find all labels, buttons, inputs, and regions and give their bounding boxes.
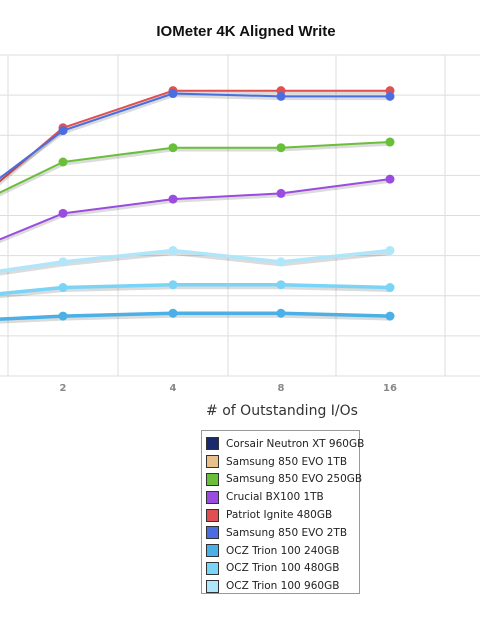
data-point [168, 89, 178, 99]
data-point [58, 311, 68, 321]
legend-label: OCZ Trion 100 240GB [226, 544, 340, 557]
data-point [385, 311, 395, 321]
series-line-shadow [0, 90, 390, 186]
legend-item: Samsung 850 EVO 250GB [206, 471, 363, 489]
data-point [276, 257, 286, 267]
data-point [385, 91, 395, 101]
legend-item: Crucial BX100 1TB [206, 488, 359, 506]
legend-item: OCZ Trion 100 240GB [206, 542, 359, 560]
series-lines [0, 89, 391, 324]
series-points [58, 86, 395, 321]
legend-swatch [206, 561, 219, 575]
series-line [0, 141, 391, 194]
legend-label: Corsair Neutron XT 960GB [226, 437, 365, 450]
data-point [276, 188, 286, 198]
legend-label: OCZ Trion 100 480GB [226, 562, 340, 575]
data-point [168, 194, 178, 204]
data-point [276, 280, 286, 290]
legend-label: Crucial BX100 1TB [226, 491, 324, 504]
x-axis-ticks: 2 4 8 16 [60, 383, 397, 394]
data-point [385, 283, 395, 293]
legend-swatch [206, 437, 219, 451]
legend-item: Samsung 850 EVO 2TB [206, 524, 359, 542]
data-point [58, 283, 68, 293]
data-point [385, 174, 395, 184]
data-point [385, 245, 395, 255]
data-point [58, 126, 68, 136]
data-point [58, 257, 68, 267]
data-point [276, 308, 286, 318]
legend-item: Patriot Ignite 480GB [206, 506, 359, 524]
legend-label: Samsung 850 EVO 2TB [226, 526, 348, 539]
data-point [385, 137, 395, 147]
x-tick-label: 4 [170, 383, 177, 394]
x-tick-label: 2 [60, 383, 67, 394]
legend-item: Corsair Neutron XT 960GB [206, 435, 364, 453]
series-line-shadow [0, 93, 390, 183]
data-point [168, 143, 178, 153]
legend-label: OCZ Trion 100 960GB [226, 580, 340, 593]
legend-swatch [206, 490, 219, 504]
legend-swatch [206, 544, 219, 558]
x-tick-label: 8 [278, 383, 285, 394]
chart-legend: Corsair Neutron XT 960GB Samsung 850 EVO … [201, 430, 364, 595]
chart-title: IOMeter 4K Aligned Write [156, 23, 335, 40]
legend-swatch [206, 579, 219, 593]
legend-swatch [206, 455, 219, 469]
legend-swatch [206, 526, 219, 540]
data-point [276, 143, 286, 153]
data-point [276, 91, 286, 101]
data-point [58, 208, 68, 218]
legend-item: Samsung 850 EVO 1TB [206, 453, 359, 471]
series-line [0, 178, 391, 241]
data-point [168, 280, 178, 290]
legend-label: Patriot Ignite 480GB [226, 509, 333, 522]
series-line [0, 89, 390, 183]
legend-swatch [206, 508, 219, 522]
x-tick-label: 16 [383, 383, 397, 394]
data-point [168, 308, 178, 318]
line-chart: IOMeter 4K Aligned Write 2 4 8 16 # of Outs… [0, 23, 480, 419]
series-line-shadow [0, 142, 391, 197]
legend-label: Samsung 850 EVO 250GB [226, 473, 363, 486]
legend-item: OCZ Trion 100 480GB [206, 560, 359, 578]
legend-item: OCZ Trion 100 960GB [206, 577, 359, 595]
legend-label: Samsung 850 EVO 1TB [226, 455, 348, 468]
data-point [168, 245, 178, 255]
legend-swatch [206, 472, 219, 486]
x-axis-label: # of Outstanding I/Os [206, 403, 358, 419]
data-point [58, 157, 68, 167]
